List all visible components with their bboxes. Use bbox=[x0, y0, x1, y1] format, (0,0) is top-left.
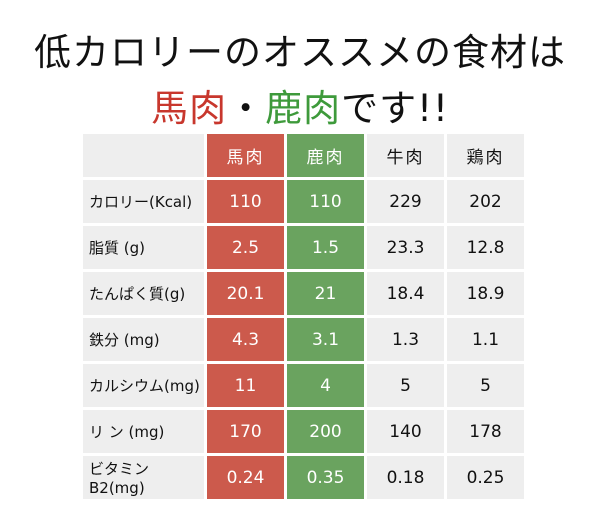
cell-deer: 3.1 bbox=[287, 318, 364, 361]
cell-beef: 140 bbox=[367, 410, 444, 453]
cell-horse: 0.24 bbox=[207, 456, 284, 499]
cell-horse: 11 bbox=[207, 364, 284, 407]
row-label: カルシウム(mg) bbox=[83, 364, 204, 407]
table-row: カルシウム(mg) 11 4 5 5 bbox=[83, 364, 524, 407]
title-suffix: です!! bbox=[341, 87, 449, 130]
cell-beef: 1.3 bbox=[367, 318, 444, 361]
cell-chicken: 5 bbox=[447, 364, 524, 407]
table-corner-cell bbox=[83, 134, 204, 177]
cell-deer: 0.35 bbox=[287, 456, 364, 499]
title-separator: ・ bbox=[227, 87, 266, 130]
cell-horse: 110 bbox=[207, 180, 284, 223]
cell-deer: 110 bbox=[287, 180, 364, 223]
table-row: 脂質 (g) 2.5 1.5 23.3 12.8 bbox=[83, 226, 524, 269]
column-header-deer: 鹿肉 bbox=[287, 134, 364, 177]
cell-deer: 4 bbox=[287, 364, 364, 407]
cell-horse: 4.3 bbox=[207, 318, 284, 361]
row-label: 鉄分 (mg) bbox=[83, 318, 204, 361]
row-label: たんぱく質(g) bbox=[83, 272, 204, 315]
cell-chicken: 1.1 bbox=[447, 318, 524, 361]
cell-deer: 21 bbox=[287, 272, 364, 315]
page-title: 低カロリーのオススメの食材は bbox=[34, 31, 566, 74]
page-subtitle: 馬肉・鹿肉です!! bbox=[0, 78, 600, 132]
table-row: ビタミンB2(mg) 0.24 0.35 0.18 0.25 bbox=[83, 456, 524, 499]
cell-chicken: 202 bbox=[447, 180, 524, 223]
cell-beef: 5 bbox=[367, 364, 444, 407]
cell-horse: 20.1 bbox=[207, 272, 284, 315]
row-label: 脂質 (g) bbox=[83, 226, 204, 269]
cell-horse: 2.5 bbox=[207, 226, 284, 269]
table-row: 鉄分 (mg) 4.3 3.1 1.3 1.1 bbox=[83, 318, 524, 361]
cell-chicken: 18.9 bbox=[447, 272, 524, 315]
cell-deer: 200 bbox=[287, 410, 364, 453]
table-header-row: 馬肉 鹿肉 牛肉 鶏肉 bbox=[83, 134, 524, 177]
table-row: たんぱく質(g) 20.1 21 18.4 18.9 bbox=[83, 272, 524, 315]
row-label: リ ン (mg) bbox=[83, 410, 204, 453]
table-row: リ ン (mg) 170 200 140 178 bbox=[83, 410, 524, 453]
nutrition-table: 馬肉 鹿肉 牛肉 鶏肉 カロリー(Kcal) 110 110 229 202 脂… bbox=[80, 131, 527, 502]
cell-beef: 18.4 bbox=[367, 272, 444, 315]
cell-chicken: 12.8 bbox=[447, 226, 524, 269]
column-header-chicken: 鶏肉 bbox=[447, 134, 524, 177]
title-deer-meat: 鹿肉 bbox=[265, 87, 342, 130]
row-label: ビタミンB2(mg) bbox=[83, 456, 204, 499]
cell-chicken: 0.25 bbox=[447, 456, 524, 499]
cell-deer: 1.5 bbox=[287, 226, 364, 269]
column-header-horse: 馬肉 bbox=[207, 134, 284, 177]
table-row: カロリー(Kcal) 110 110 229 202 bbox=[83, 180, 524, 223]
cell-horse: 170 bbox=[207, 410, 284, 453]
cell-beef: 0.18 bbox=[367, 456, 444, 499]
row-label: カロリー(Kcal) bbox=[83, 180, 204, 223]
column-header-beef: 牛肉 bbox=[367, 134, 444, 177]
cell-beef: 23.3 bbox=[367, 226, 444, 269]
cell-beef: 229 bbox=[367, 180, 444, 223]
title-horse-meat: 馬肉 bbox=[151, 87, 228, 130]
cell-chicken: 178 bbox=[447, 410, 524, 453]
